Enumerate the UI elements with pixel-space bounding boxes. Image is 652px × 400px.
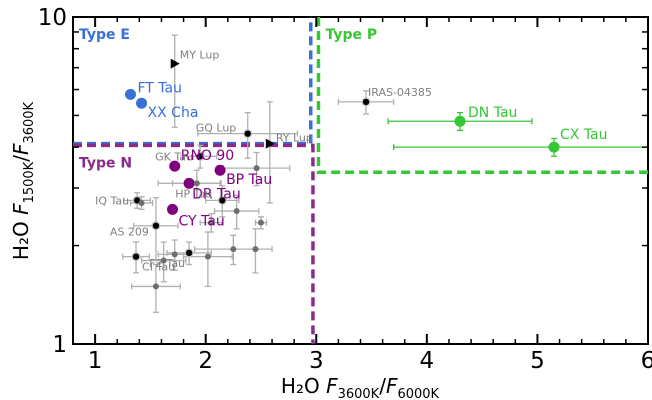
x-tick-label: 1 — [88, 348, 103, 374]
point-label-ry-lup: RY Lup — [276, 132, 313, 145]
point-label-ft-tau: FT Tau — [138, 80, 183, 96]
point-label-iq-tau: IQ Tau — [95, 194, 129, 207]
region-boundary-type-n — [73, 143, 315, 344]
point-label-hp-tau: HP Tau — [175, 187, 212, 200]
y-tick-label: 10 — [38, 5, 67, 31]
region-label-type-e: Type E — [79, 27, 130, 43]
point-label-cx-tau: CX Tau — [560, 127, 608, 143]
x-tick-label: 6 — [641, 348, 652, 374]
x-axis-label: H₂O F3600K/F6000K — [281, 374, 440, 400]
point-unlabeled — [204, 253, 211, 260]
point-unlabeled — [171, 251, 178, 258]
x-tick-label: 2 — [198, 348, 213, 374]
point-label-xx-cha: XX Cha — [148, 105, 199, 121]
point-gq-lup — [243, 129, 253, 139]
point-unlabeled — [138, 199, 145, 206]
point-label-dn-tau: DN Tau — [468, 105, 517, 121]
point-label-dr-tau: DR Tau — [192, 186, 241, 202]
region-label-type-n: Type N — [79, 155, 132, 171]
point-unlabeled — [233, 208, 240, 215]
y-axis-label: H₂O F1500K/F3600K — [9, 101, 37, 260]
point-unlabeled — [257, 219, 264, 226]
point-label-bp-tau: BP Tau — [226, 172, 272, 188]
point-label-fz-tau: FZ Tau — [149, 257, 185, 270]
point-unlabeled — [160, 257, 167, 264]
point-ry-lup — [265, 138, 275, 149]
point-my-lup — [170, 58, 180, 69]
point-label-my-lup: MY Lup — [180, 49, 220, 62]
point-label-cy-tau: CY Tau — [179, 213, 225, 229]
point-bp-tau — [214, 164, 226, 176]
point-as-209 — [151, 221, 161, 231]
point-cx-tau — [548, 141, 560, 153]
point-dn-tau — [454, 115, 466, 127]
y-tick-label: 1 — [52, 332, 67, 358]
point-label-as-209: AS 209 — [110, 226, 149, 239]
point-unlabeled — [253, 165, 260, 172]
point-unlabeled — [152, 283, 159, 290]
region-boundary-type-p — [316, 17, 648, 175]
point-ft-tau — [125, 88, 136, 100]
point-unlabeled — [193, 180, 200, 187]
region-boundary-type-e — [73, 17, 313, 146]
axis-ticks: 1 2 3 4 5 6 1 10 — [38, 5, 652, 374]
point-hp-tau — [217, 195, 227, 205]
point-unlabeled — [252, 246, 259, 253]
point-label-gq-lup: GQ Lup — [196, 122, 237, 135]
point-label-iras-04385: IRAS-04385 — [368, 86, 432, 99]
plot-frame — [72, 16, 649, 345]
point-gk-tau — [195, 151, 205, 161]
regions: Type E Type P Type N — [73, 17, 648, 344]
plot-area — [72, 16, 649, 345]
x-tick-label: 5 — [530, 348, 545, 374]
x-tick-label: 3 — [309, 348, 324, 374]
point-dr-tau — [183, 177, 195, 189]
point-label-rno-90: RNO 90 — [181, 148, 234, 164]
point-xx-cha — [136, 97, 148, 109]
point-ci-tau — [131, 252, 141, 262]
point-label-ci-tau: CI Tau — [142, 261, 175, 274]
point-rno-90 — [169, 160, 181, 172]
region-label-type-p: Type P — [325, 27, 377, 43]
point-label-gk-tau: GK Tau — [155, 150, 193, 163]
point-fz-tau — [184, 248, 194, 258]
point-cy-tau — [167, 203, 179, 215]
point-iras-04385 — [361, 97, 371, 107]
point-unlabeled — [208, 219, 215, 226]
point-unlabeled — [230, 246, 237, 253]
x-tick-label: 4 — [420, 348, 435, 374]
data-points — [125, 58, 560, 290]
